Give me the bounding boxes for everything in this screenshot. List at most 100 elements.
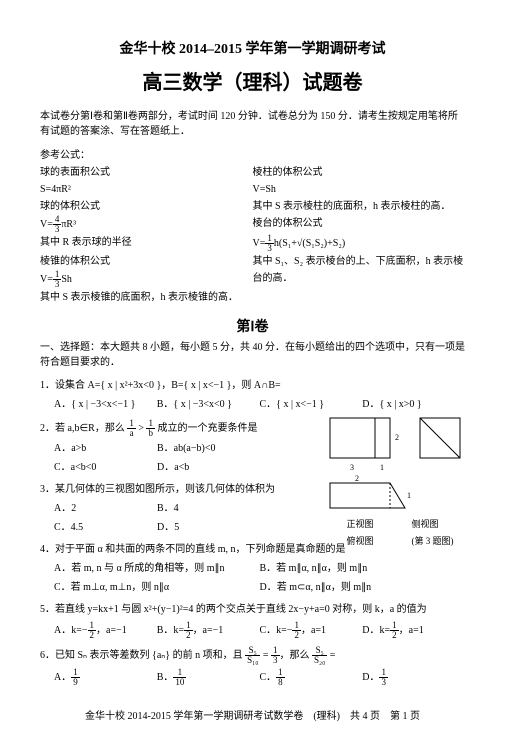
q2-optA: A．a>b (54, 441, 157, 457)
f-l4a-suffix: πR³ (61, 219, 76, 230)
q5A-s: ，a=−1 (96, 625, 127, 636)
q5B-s: ，a=−1 (193, 625, 224, 636)
formula-l6a: 棱锥的体积公式 (40, 253, 253, 270)
q4-optB: B．若 m∥α, n∥α，则 m∥n (260, 561, 466, 577)
q2-d2: b (146, 429, 155, 438)
q1-optC: C．{ x | x<−1 } (260, 397, 363, 413)
q6A-d: 9 (71, 678, 80, 687)
q5A-p: A．k=− (54, 625, 88, 636)
q5-optB: B．k=12，a=−1 (157, 621, 260, 640)
formula-l5a: 其中 R 表示球的半径 (40, 234, 253, 253)
q6D-p: D． (362, 672, 379, 683)
formula-ref: 参考公式： (40, 147, 465, 164)
formula-l5b: V=13h(S₁+√(S₁S₂)+S₂) (253, 234, 466, 253)
q5C-d: 2 (292, 631, 301, 640)
q1-optD: D．{ x | x>0 } (362, 397, 465, 413)
q4-optD: D．若 m⊂α, n∥α，则 m∥n (260, 580, 466, 596)
q6-suffix: = (327, 650, 335, 661)
q5-optC: C．k=−12，a=1 (260, 621, 363, 640)
q6B-d: 10 (173, 678, 186, 687)
formula-l1a: 球的表面积公式 (40, 164, 253, 181)
q2-optB: B．ab(a−b)<0 (157, 441, 260, 457)
q6-optD: D．13 (362, 668, 465, 687)
dim-2: 2 (395, 433, 399, 442)
q2-mid: > (136, 423, 147, 434)
f-l7a-suffix: Sh (61, 274, 72, 285)
question-3: 3．某几何体的三视图如图所示，则该几何体的体积为 A．2 B．4 C．4.5 D… (40, 482, 465, 536)
formula-l3a: 球的体积公式 (40, 198, 253, 215)
q6-stem: 6．已知 Sₙ 表示等差数列 {aₙ} 的前 n 项和，且 S₅S₁₀ = 13… (40, 646, 465, 665)
q4-optA: A．若 m, n 与 α 所成的角相等，则 m∥n (54, 561, 260, 577)
q5-optA: A．k=−12，a=−1 (54, 621, 157, 640)
q5D-p: D．k= (362, 625, 390, 636)
f-l5b-suffix: h(S₁+√(S₁S₂)+S₂) (274, 238, 345, 249)
q1-optB: B．{ x | −3<x<0 } (157, 397, 260, 413)
q2-optD: D．a<b (157, 460, 260, 476)
q5A-d: 2 (88, 631, 97, 640)
question-2: 2．若 a,b∈R，那么 1a > 1b 成立的一个充要条件是 A．a>b B．… (40, 419, 465, 476)
q6-mid1: = (260, 650, 271, 661)
exam-intro: 本试卷分第Ⅰ卷和第Ⅱ卷两部分，考试时间 120 分钟．试卷总分为 150 分．请… (40, 109, 465, 139)
q6-f1d: S₁₀ (245, 656, 260, 665)
q6A-p: A． (54, 672, 71, 683)
q6-optB: B．110 (157, 668, 260, 687)
q6C-p: C． (260, 672, 277, 683)
q4-optC: C．若 m⊥α, m⊥n，则 n∥α (54, 580, 260, 596)
part1-instr: 一、选择题：本大题共 8 小题，每小题 5 分，共 40 分．在每小题给出的四个… (40, 340, 465, 370)
q6-optC: C．18 (260, 668, 363, 687)
q2-suffix: 成立的一个充要条件是 (155, 423, 258, 434)
q4-stem: 4．对于平面 α 和共面的两条不同的直线 m, n，下列命题是真命题的是 (40, 542, 465, 558)
dim-3: 3 (350, 463, 354, 472)
question-4: 4．对于平面 α 和共面的两条不同的直线 m, n，下列命题是真命题的是 A．若… (40, 542, 465, 596)
f-l5b-d: 3 (265, 244, 274, 253)
q5C-p: C．k=− (260, 625, 293, 636)
q2-optC: C．a<b<0 (54, 460, 157, 476)
q6-prefix: 6．已知 Sₙ 表示等差数列 {aₙ} 的前 n 项和，且 (40, 650, 245, 661)
q1-optA: A．{ x | −3<x<−1 } (54, 397, 157, 413)
f-l5b-prefix: V= (253, 238, 266, 249)
f-l7a-prefix: V= (40, 274, 53, 285)
part1-title: 第Ⅰ卷 (40, 316, 465, 336)
formula-l7b: 台的高． (253, 270, 466, 289)
q5C-s: ，a=1 (301, 625, 326, 636)
q2-prefix: 2．若 a,b∈R，那么 (40, 423, 127, 434)
q6-mid2: ，那么 (280, 650, 313, 661)
q5B-d: 2 (184, 631, 193, 640)
question-1: 1．设集合 A={ x | x²+3x<0 }，B={ x | x<−1 }，则… (40, 378, 465, 413)
q6-f3d: S₂₀ (312, 656, 327, 665)
q3-optB: B．4 (157, 501, 260, 517)
question-6: 6．已知 Sₙ 表示等差数列 {aₙ} 的前 n 项和，且 S₅S₁₀ = 13… (40, 646, 465, 687)
q3-optD: D．5 (157, 520, 260, 536)
formula-l2b: V=Sh (253, 181, 466, 198)
formula-l4a: V=43πR³ (40, 215, 253, 234)
exam-header-line1: 金华十校 2014–2015 学年第一学期调研考试 (40, 38, 465, 58)
exam-header-line2: 高三数学（理科）试题卷 (40, 66, 465, 95)
formula-l1b: 棱柱的体积公式 (253, 164, 466, 181)
formula-l2a: S=4πR² (40, 181, 253, 198)
formula-l8a: 其中 S 表示棱锥的底面积，h 表示棱锥的高． (40, 289, 253, 306)
q5-stem: 5．若直线 y=kx+1 与圆 x²+(y−1)²=4 的两个交点关于直线 2x… (40, 602, 465, 618)
q6-f2d: 3 (271, 656, 280, 665)
q6C-d: 8 (276, 678, 285, 687)
q5D-s: ，a=1 (399, 625, 424, 636)
q3-optC: C．4.5 (54, 520, 157, 536)
q6-optA: A．19 (54, 668, 157, 687)
q2-stem: 2．若 a,b∈R，那么 1a > 1b 成立的一个充要条件是 (40, 419, 325, 438)
formula-section: 参考公式： 球的表面积公式 棱柱的体积公式 S=4πR² V=Sh 球的体积公式… (40, 147, 465, 306)
question-5: 5．若直线 y=kx+1 与圆 x²+(y−1)²=4 的两个交点关于直线 2x… (40, 602, 465, 640)
f-l4a-prefix: V= (40, 219, 53, 230)
formula-l4b: 棱台的体积公式 (253, 215, 466, 234)
q5B-p: B．k= (157, 625, 184, 636)
q5D-d: 2 (390, 631, 399, 640)
q2-d1: a (127, 429, 136, 438)
q5-optD: D．k=12，a=1 (362, 621, 465, 640)
formula-l3b: 其中 S 表示棱柱的底面积，h 表示棱柱的高． (253, 198, 466, 215)
formula-l6b: 其中 S₁、S₂ 表示棱台的上、下底面积，h 表示棱 (253, 253, 466, 270)
q6D-d: 3 (379, 678, 388, 687)
dim-1: 1 (380, 463, 384, 472)
formula-l7a: V=13Sh (40, 270, 253, 289)
q3-optA: A．2 (54, 501, 157, 517)
q3-stem: 3．某几何体的三视图如图所示，则该几何体的体积为 (40, 482, 325, 498)
q6B-p: B． (157, 672, 174, 683)
q1-stem: 1．设集合 A={ x | x²+3x<0 }，B={ x | x<−1 }，则… (40, 378, 465, 394)
